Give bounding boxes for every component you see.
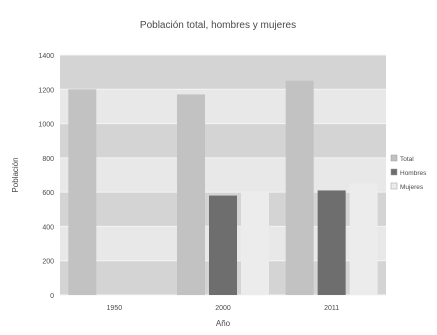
x-tick-label: 1950 xyxy=(107,305,123,312)
x-tick-label: 2011 xyxy=(324,305,339,312)
legend: Total Hombres Mujeres xyxy=(390,154,427,191)
y-tick-label: 1000 xyxy=(38,122,54,129)
bar-hombres-2011 xyxy=(317,190,346,295)
grid-band xyxy=(60,157,386,193)
y-axis-label: Población xyxy=(11,157,20,192)
y-tick-label: 1400 xyxy=(38,53,54,60)
bar-mujeres-2011 xyxy=(349,183,378,295)
legend-label: Hombres xyxy=(400,170,427,177)
x-tick-label: 2000 xyxy=(215,305,231,312)
y-tick-label: 600 xyxy=(42,190,54,197)
y-tick-label: 400 xyxy=(42,224,54,231)
legend-swatch xyxy=(390,182,398,190)
y-tick-label: 1200 xyxy=(38,87,54,94)
bar-total-2011 xyxy=(285,80,314,295)
legend-swatch xyxy=(390,154,398,162)
bar-mujeres-2000 xyxy=(241,191,269,295)
y-tick-label: 200 xyxy=(42,259,54,266)
y-tick-label: 800 xyxy=(42,156,54,163)
bar-total-1950 xyxy=(68,89,97,296)
bar-total-2000 xyxy=(177,94,205,295)
legend-label: Mujeres xyxy=(400,184,424,191)
legend-label: Total xyxy=(400,156,414,163)
grid-band xyxy=(60,89,386,124)
y-tick-label: 0 xyxy=(50,293,54,300)
bar-hombres-2000 xyxy=(209,195,237,295)
x-axis-label: Año xyxy=(216,319,231,328)
chart-title: Población total, hombres y mujeres xyxy=(140,20,296,31)
legend-swatch xyxy=(390,168,398,176)
